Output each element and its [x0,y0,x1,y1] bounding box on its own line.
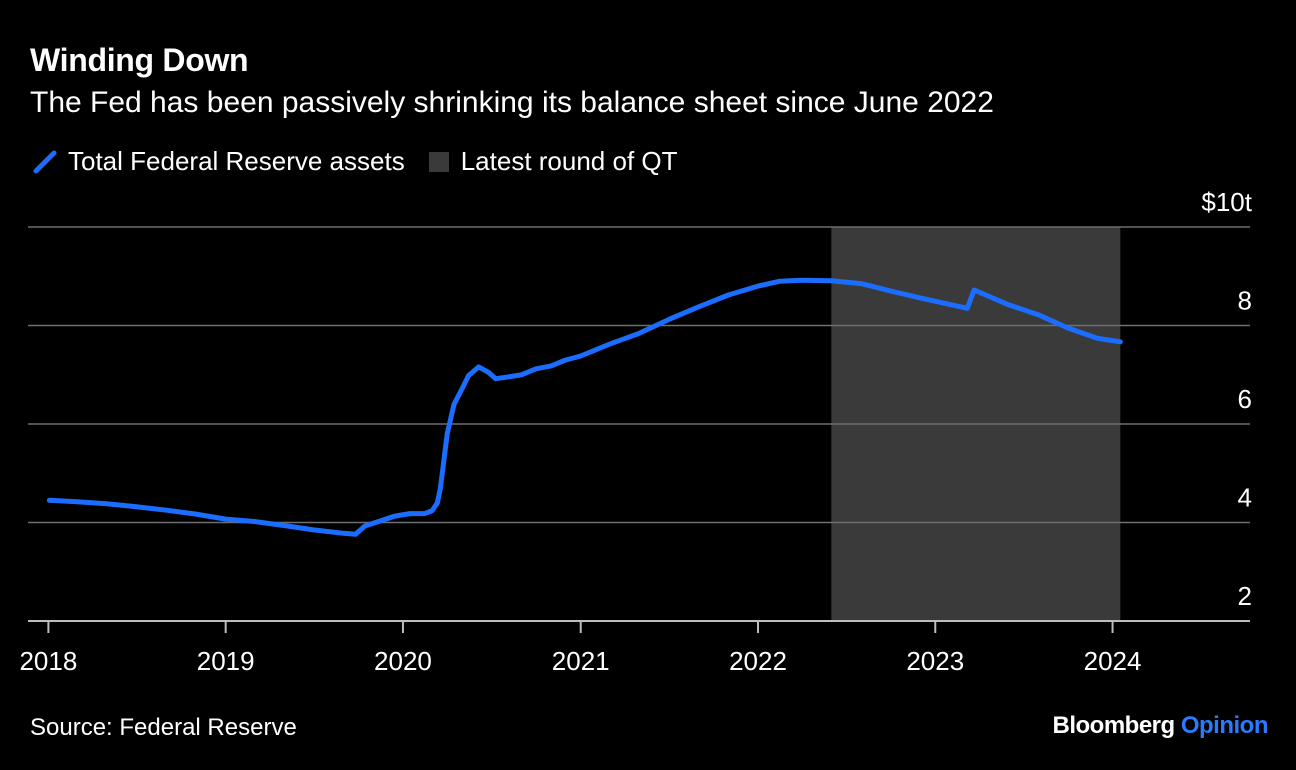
x-tick-label-2020: 2020 [374,646,432,676]
x-tick-label-2023: 2023 [906,646,964,676]
source-note: Source: Federal Reserve [30,714,297,741]
chart-title: Winding Down [30,42,249,78]
y-tick-label-4: 4 [1238,483,1252,513]
x-tick-label-2021: 2021 [552,646,610,676]
x-tick-label-2022: 2022 [729,646,787,676]
x-tick-label-2019: 2019 [197,646,255,676]
legend-label-qt: Latest round of QT [460,146,678,176]
legend-item-qt: Latest round of QT [428,146,678,177]
logo-accent: Opinion [1180,712,1269,739]
bloomberg-opinion-logo: Bloomberg Opinion [1053,712,1269,740]
chart-subtitle: The Fed has been passively shrinking its… [30,86,994,119]
legend-swatch-qt [428,151,449,172]
y-tick-label-6: 6 [1238,384,1252,414]
y-tick-label-10: $10t [1201,187,1252,217]
legend-item-assets: Total Federal Reserve assets [30,146,405,177]
legend-line-icon [33,150,57,173]
x-tick-label-2024: 2024 [1084,646,1142,676]
series-line-total-fed-assets [46,277,1123,537]
legend: Total Federal Reserve assets Latest roun… [30,146,702,177]
legend-label-assets: Total Federal Reserve assets [68,146,405,176]
logo-main: Bloomberg [1052,712,1176,739]
y-tick-label-8: 8 [1238,286,1252,316]
x-tick-label-2018: 2018 [19,646,77,676]
y-tick-label-2: 2 [1238,581,1252,611]
